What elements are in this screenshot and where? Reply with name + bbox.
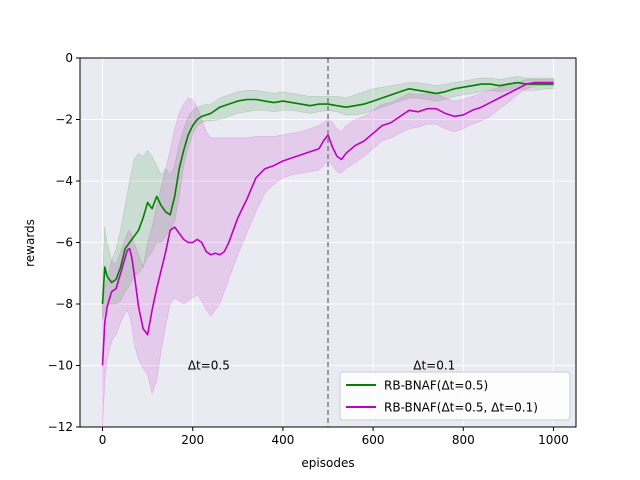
- x-tick-label: 600: [362, 433, 385, 447]
- legend: RB-BNAF(Δt=0.5) RB-BNAF(Δt=0.5, Δt=0.1): [339, 371, 571, 421]
- annotation-1: Δt=0.5: [188, 359, 230, 373]
- y-tick-label: −4: [55, 174, 73, 188]
- y-tick-label: −12: [48, 420, 73, 434]
- x-tick-label: 200: [181, 433, 204, 447]
- legend-box: [339, 371, 571, 421]
- y-tick-label: −8: [55, 297, 73, 311]
- annotations: Δt=0.5 Δt=0.1: [188, 359, 456, 373]
- legend-label-1: RB-BNAF(Δt=0.5): [384, 379, 488, 393]
- x-tick-label: 800: [452, 433, 475, 447]
- y-axis-label: rewards: [23, 219, 37, 267]
- y-tick-label: −10: [48, 359, 73, 373]
- y-tick-label: 0: [65, 51, 73, 65]
- x-tick-label: 400: [271, 433, 294, 447]
- x-tick-label: 1000: [538, 433, 569, 447]
- x-axis-label: episodes: [301, 456, 354, 470]
- x-axis-ticks: 0 200 400 600 800 1000: [99, 427, 569, 447]
- confidence-bands: [102, 76, 554, 428]
- y-axis-ticks: 0 −2 −4 −6 −8 −10 −12: [48, 51, 80, 434]
- series-1-line: [101, 81, 554, 305]
- series-2-band: [102, 79, 554, 428]
- y-tick-label: −2: [55, 113, 73, 127]
- annotation-2: Δt=0.1: [413, 359, 455, 373]
- x-tick-label: 0: [99, 433, 107, 447]
- series-2-line: [101, 81, 554, 366]
- series-1-band: [102, 76, 554, 320]
- y-tick-label: −6: [55, 236, 73, 250]
- legend-label-2: RB-BNAF(Δt=0.5, Δt=0.1): [384, 401, 538, 415]
- series-lines: [101, 81, 554, 366]
